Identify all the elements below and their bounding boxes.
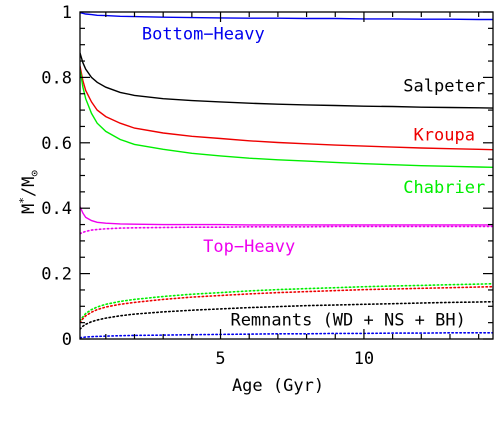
series-line-4 xyxy=(80,206,493,226)
y-axis-label-main: M xyxy=(19,204,39,214)
series-line-8 xyxy=(80,300,493,331)
annotations: Bottom−Heavy Salpeter Kroupa Chabrier Top−He… xyxy=(142,24,485,330)
series-line-5 xyxy=(80,225,493,235)
axis-ticks xyxy=(80,11,493,340)
series-line-9 xyxy=(80,331,493,339)
series-line-1 xyxy=(80,52,493,109)
plot-area xyxy=(80,12,493,339)
series-line-2 xyxy=(80,65,493,151)
x-tick-label: 10 xyxy=(354,349,374,369)
y-tick-label: 1 xyxy=(62,3,72,23)
y-axis-label-sup: * xyxy=(17,197,30,204)
series-annotation: Remnants (WD + NS + BH) xyxy=(230,310,465,330)
x-axis-label: Age (Gyr) xyxy=(232,376,324,396)
series-annotation: Kroupa xyxy=(414,126,475,146)
y-axis-label-mid: /M xyxy=(19,177,39,197)
y-axis-label: M*/M⊙ xyxy=(17,170,41,214)
y-axis-label-sub: ⊙ xyxy=(28,170,41,177)
y-tick-label: 0.4 xyxy=(41,199,72,219)
tick-labels: 5 10 0 0.2 0.4 0.6 0.8 1 xyxy=(41,3,374,369)
series-line-7 xyxy=(80,285,493,324)
series-line-0 xyxy=(80,12,493,21)
series-line-3 xyxy=(80,69,493,168)
series-annotation: Top−Heavy xyxy=(203,237,295,257)
y-tick-label: 0.8 xyxy=(41,68,72,88)
series-annotation: Bottom−Heavy xyxy=(142,24,265,44)
x-tick-label: 5 xyxy=(215,349,225,369)
y-tick-label: 0 xyxy=(62,330,72,350)
y-tick-label: 0.6 xyxy=(41,134,72,154)
y-tick-label: 0.2 xyxy=(41,265,72,285)
series-annotation: Chabrier xyxy=(403,178,485,198)
series-annotation: Salpeter xyxy=(403,77,485,97)
